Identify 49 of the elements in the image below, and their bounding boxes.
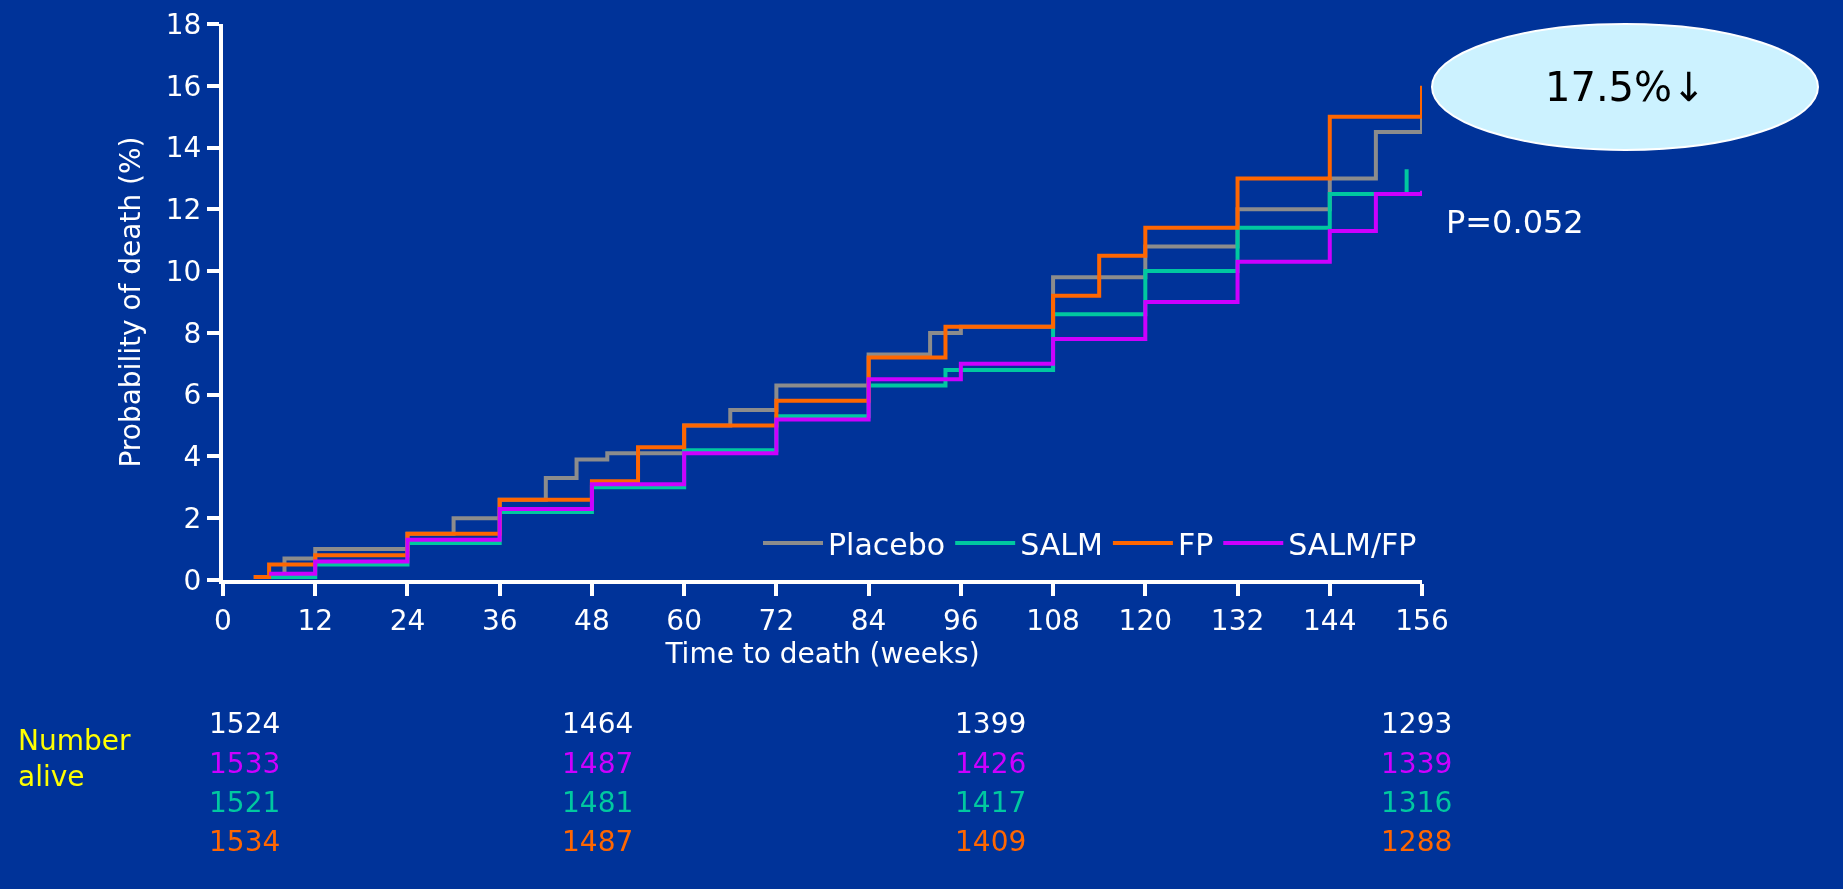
legend-label: SALM/FP: [1288, 526, 1417, 562]
text: P=0.052: [1446, 203, 1584, 241]
x-tick-label: 24: [389, 603, 426, 637]
legend-label: Placebo: [828, 526, 946, 562]
text: 1417: [955, 786, 1027, 819]
text: 1521: [209, 786, 281, 819]
text: 1481: [562, 786, 634, 819]
x-tick-label: 60: [666, 603, 702, 637]
text: 1316: [1381, 786, 1453, 819]
y-tick-label: 6: [183, 378, 202, 412]
legend-label: FP: [1177, 526, 1214, 562]
y-tick-label: 8: [183, 316, 202, 350]
x-tick-label: 0: [214, 603, 232, 637]
x-tick-label: 84: [850, 603, 887, 637]
x-tick-label: 48: [574, 603, 610, 637]
legend-label: SALM: [1020, 526, 1103, 562]
x-axis-title: Time to death (weeks): [664, 636, 980, 670]
text: 1293: [1381, 707, 1453, 740]
y-tick-label: 18: [165, 7, 202, 41]
text: 1487: [562, 825, 634, 858]
x-tick-label: 12: [297, 603, 334, 637]
text: 1534: [209, 825, 281, 858]
x-tick-label: 72: [758, 603, 795, 637]
x-tick-label: 132: [1210, 603, 1265, 637]
text: 1409: [955, 825, 1027, 858]
text: 1533: [209, 747, 281, 780]
text: 1464: [562, 707, 634, 740]
text: 17.5%↓: [1545, 64, 1706, 110]
text: 1288: [1381, 825, 1453, 858]
y-tick-label: 16: [165, 69, 202, 103]
y-tick-label: 14: [165, 131, 202, 165]
text: 1487: [562, 747, 634, 780]
x-tick-label: 120: [1118, 603, 1173, 637]
y-tick-label: 12: [165, 193, 202, 227]
text: 1426: [955, 747, 1027, 780]
text: 1399: [955, 707, 1027, 740]
y-tick-label: 4: [183, 440, 202, 474]
x-tick-label: 96: [943, 603, 979, 637]
text: Number alive: [18, 724, 131, 794]
y-tick-label: 2: [183, 502, 202, 536]
y-tick-label: 0: [183, 563, 202, 597]
y-tick-label: 10: [165, 254, 202, 288]
y-axis-title: Probability of death (%): [113, 136, 147, 468]
x-tick-label: 108: [1026, 603, 1080, 637]
text: 1339: [1381, 747, 1453, 780]
text: 1524: [209, 707, 281, 740]
x-tick-label: 144: [1303, 603, 1357, 637]
x-tick-label: 36: [481, 603, 518, 637]
x-tick-label: 156: [1395, 603, 1449, 637]
